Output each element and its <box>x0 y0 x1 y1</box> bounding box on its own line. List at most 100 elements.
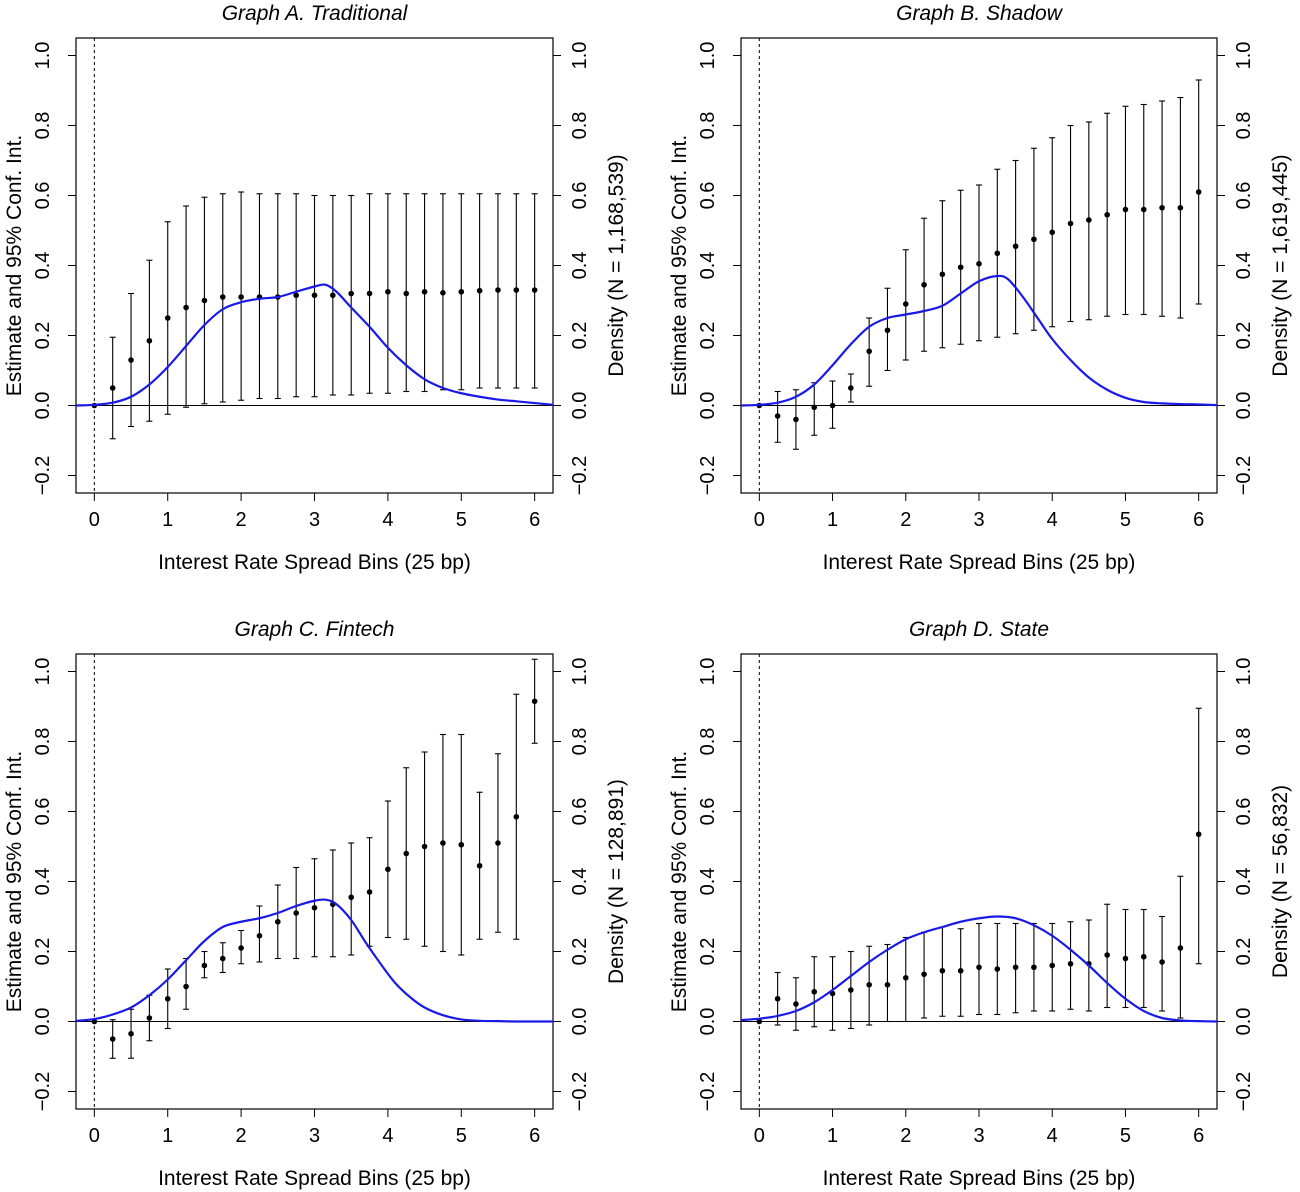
estimate-point <box>219 294 226 300</box>
estimate-point <box>348 290 354 297</box>
y-tick-label: 0.4 <box>32 868 54 896</box>
estimate-point <box>458 288 465 295</box>
estimate-point <box>811 988 818 995</box>
x-axis-label: Interest Rate Spread Bins (25 bp) <box>158 551 471 574</box>
y2-tick-label: 0.0 <box>1233 1008 1255 1036</box>
x-tick-label: 6 <box>529 1125 540 1147</box>
estimate-point <box>513 813 520 820</box>
y-tick-label: 0.8 <box>32 728 54 756</box>
estimate-point <box>866 981 872 988</box>
estimate-point <box>421 288 428 295</box>
estimate-point <box>128 1030 134 1037</box>
estimate-point <box>164 315 171 321</box>
estimate-point <box>385 288 391 295</box>
estimate-point <box>1104 211 1110 218</box>
estimate-point <box>403 290 410 297</box>
estimate-point <box>957 967 964 974</box>
estimate-point <box>348 894 354 901</box>
x-tick-label: 6 <box>529 509 540 531</box>
estimate-point <box>793 416 799 423</box>
estimate-point <box>531 287 538 293</box>
x-tick-label: 0 <box>754 509 765 531</box>
panel-0: Graph A. Traditional 0 1 2 3 4 5 6 −0.2 −0.2 0.0 0.… <box>3 2 628 574</box>
y2-tick-label: 0.8 <box>569 728 591 756</box>
y2-tick-label: 0.2 <box>1233 322 1255 350</box>
estimate-point <box>183 304 189 311</box>
y-tick-label: 0.2 <box>697 322 719 350</box>
estimate-point <box>1195 831 1202 838</box>
estimate-point <box>939 967 946 974</box>
y-tick-label: 0.6 <box>32 798 54 826</box>
estimate-point <box>458 841 465 848</box>
y2-tick-label: 0.8 <box>1233 728 1255 756</box>
estimate-point <box>1012 964 1019 971</box>
reference-point <box>756 1018 763 1025</box>
estimate-point <box>902 301 909 307</box>
estimate-point <box>201 297 208 304</box>
panel-3: Graph D. State 0 1 2 3 4 5 6 −0.2 −0.2 0.0 0.0 0.2 0.… <box>668 618 1292 1190</box>
x-tick-label: 0 <box>89 1125 100 1147</box>
estimate-point <box>238 945 244 951</box>
y-tick-label: 0.4 <box>697 252 719 280</box>
x-tick-label: 4 <box>382 509 393 531</box>
y2-axis-label: Density (N = 128,891) <box>605 779 628 984</box>
y-tick-label: −0.2 <box>697 1072 719 1111</box>
y2-tick-label: 0.4 <box>1233 868 1255 896</box>
x-tick-label: 5 <box>456 1125 467 1147</box>
y-tick-label: 0.0 <box>697 392 719 420</box>
panel-2: Graph C. Fintech 0 1 2 3 4 5 6 −0.2 −0.2 0.0 0.0 0.2… <box>3 618 628 1190</box>
x-tick-label: 1 <box>162 1125 173 1147</box>
x-tick-label: 2 <box>900 1125 911 1147</box>
y2-tick-label: 0.8 <box>569 112 591 140</box>
panel-1: Graph B. Shadow 0 1 2 3 4 5 6 −0.2 −0.2 0.0 0.0 0.2 0… <box>668 2 1292 574</box>
x-tick-label: 4 <box>1047 1125 1058 1147</box>
y-tick-label: 0.4 <box>32 252 54 280</box>
estimate-point <box>976 260 982 267</box>
estimate-point <box>513 287 520 293</box>
estimate-point <box>884 327 891 334</box>
y-tick-label: 1.0 <box>697 658 719 686</box>
estimate-point <box>311 904 318 911</box>
estimate-point <box>1195 189 1202 195</box>
estimate-point <box>1159 959 1165 965</box>
estimate-point <box>1049 962 1056 969</box>
y2-tick-label: 0.0 <box>569 1008 591 1036</box>
estimate-point <box>1067 960 1074 967</box>
estimate-point <box>293 292 299 299</box>
y-tick-label: 1.0 <box>32 658 54 686</box>
y2-tick-label: −0.2 <box>569 1072 591 1111</box>
y-tick-label: 0.8 <box>697 728 719 756</box>
density-curve <box>740 915 1218 1023</box>
estimate-point <box>366 290 373 297</box>
x-tick-label: 1 <box>162 509 173 531</box>
estimate-point <box>440 290 446 296</box>
x-tick-label: 6 <box>1193 1125 1204 1147</box>
estimate-point <box>366 889 373 895</box>
y2-tick-label: 0.6 <box>569 182 591 210</box>
x-tick-label: 0 <box>754 1125 765 1147</box>
x-tick-label: 2 <box>236 509 247 531</box>
estimate-point <box>128 357 134 363</box>
estimate-point <box>311 292 318 299</box>
x-tick-label: 4 <box>382 1125 393 1147</box>
y2-tick-label: 0.6 <box>1233 798 1255 826</box>
estimate-point <box>275 918 281 925</box>
x-tick-label: 5 <box>456 509 467 531</box>
y2-tick-label: −0.2 <box>1233 1072 1255 1111</box>
estimate-point <box>531 698 538 705</box>
y-tick-label: 0.0 <box>32 1008 54 1036</box>
y-tick-label: 0.2 <box>32 322 54 350</box>
estimate-point <box>495 287 501 293</box>
y-tick-label: 0.6 <box>697 182 719 210</box>
y-tick-label: 0.8 <box>697 112 719 140</box>
y2-tick-label: 0.0 <box>1233 392 1255 420</box>
estimate-point <box>939 271 946 278</box>
estimate-point <box>1140 953 1147 960</box>
y-tick-label: 0.0 <box>32 392 54 420</box>
y2-tick-label: −0.2 <box>1233 456 1255 495</box>
density-curve <box>75 898 553 1023</box>
y2-axis-label: Density (N = 1,168,539) <box>605 154 628 376</box>
y-tick-label: −0.2 <box>697 456 719 495</box>
x-tick-label: 5 <box>1120 509 1131 531</box>
estimate-point <box>957 264 964 271</box>
